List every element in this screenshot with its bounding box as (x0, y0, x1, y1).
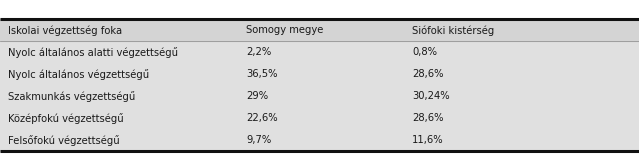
Text: 29%: 29% (246, 91, 268, 101)
Text: 36,5%: 36,5% (246, 69, 277, 79)
Text: Somogy megye: Somogy megye (246, 25, 323, 35)
Text: Középfokú végzettségű: Középfokú végzettségű (8, 113, 123, 124)
Text: 30,24%: 30,24% (412, 91, 450, 101)
Bar (0, 19, 639, 41)
Text: Felsőfokú végzettségű: Felsőfokú végzettségű (8, 135, 119, 146)
Text: 0,8%: 0,8% (412, 47, 437, 57)
Text: Siófoki kistérség: Siófoki kistérség (412, 25, 495, 36)
Text: 11,6%: 11,6% (412, 135, 443, 145)
Text: Szakmunkás végzettségű: Szakmunkás végzettségű (8, 91, 135, 102)
Text: 22,6%: 22,6% (246, 113, 277, 123)
Text: Nyolc általános alatti végzettségű: Nyolc általános alatti végzettségű (8, 47, 178, 58)
Text: 28,6%: 28,6% (412, 69, 443, 79)
Text: 28,6%: 28,6% (412, 113, 443, 123)
Text: 2,2%: 2,2% (246, 47, 272, 57)
Text: 9,7%: 9,7% (246, 135, 272, 145)
Bar (0, 19, 639, 151)
Text: Nyolc általános végzettségű: Nyolc általános végzettségű (8, 69, 149, 80)
Text: Iskolai végzettség foka: Iskolai végzettség foka (8, 25, 122, 36)
